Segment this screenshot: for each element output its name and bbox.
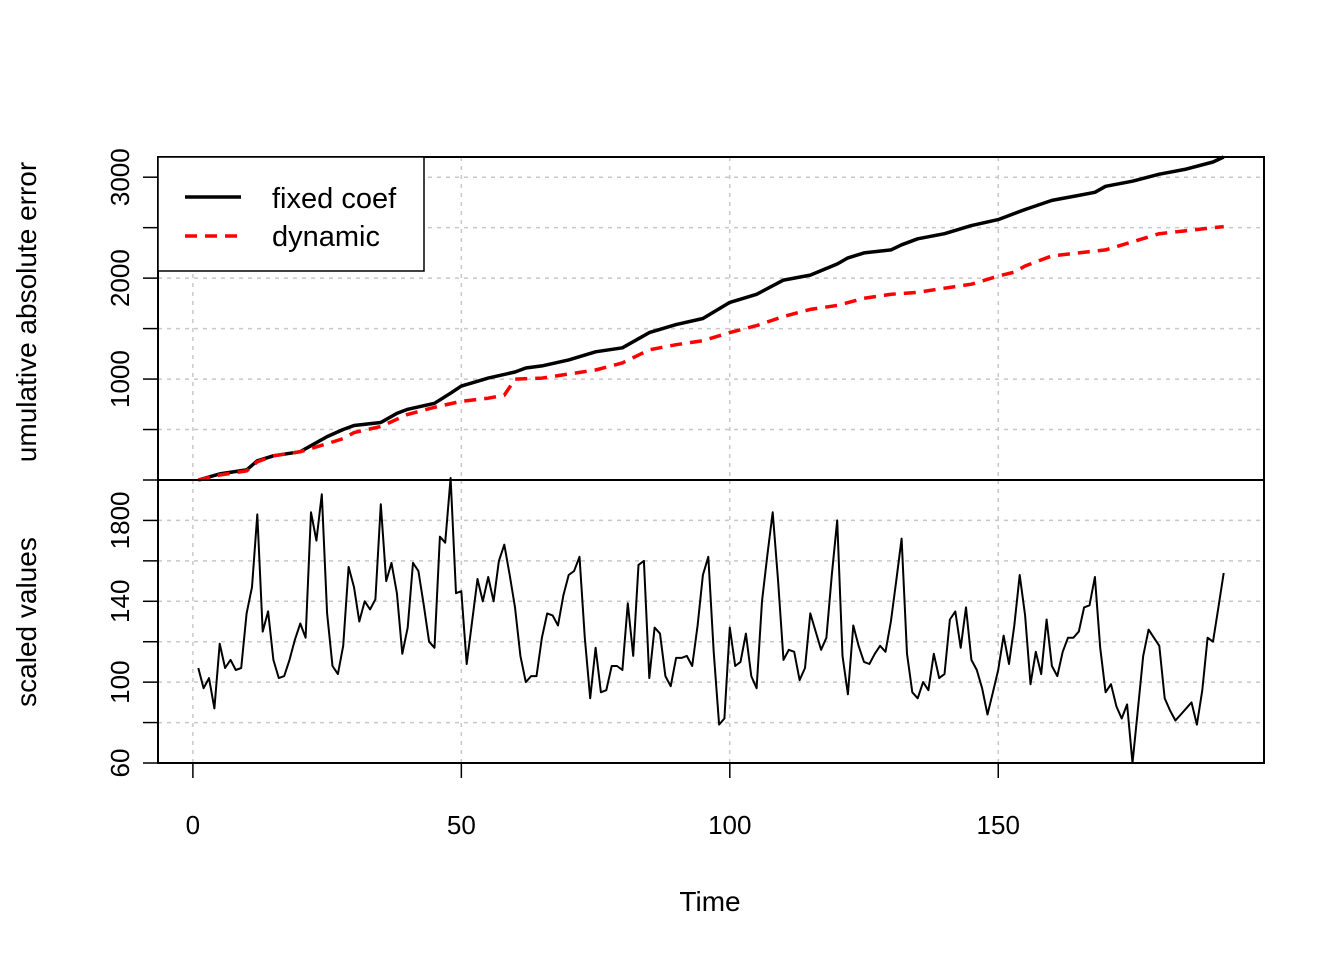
legend: fixed coef dynamic [157,156,425,272]
legend-box [157,156,425,272]
x-tick-label: 150 [977,810,1020,840]
bottom-y-tick-label: 60 [105,749,135,778]
series-line-scaled-values [197,477,1225,764]
top-y-axis-title: umulative absolute error [11,162,42,462]
bottom-panel-series [197,477,1225,764]
legend-label-fixed-coef: fixed coef [272,183,397,215]
bottom-y-tick-label: 140 [105,580,135,623]
bottom-y-tick-label: 100 [105,660,135,703]
top-y-tick-label: 2000 [105,249,135,307]
bottom-y-axis: 60 100 140 1800 [105,492,159,778]
bottom-y-tick-label: 1800 [105,492,135,550]
series-line-fixed-coef [197,155,1225,482]
top-y-axis: 1000 2000 3000 [105,148,159,481]
bottom-y-axis-title: scaled values [11,537,42,707]
x-axis-title: Time [679,886,740,917]
x-tick-label: 0 [186,810,200,840]
top-y-tick-label: 1000 [105,350,135,408]
x-tick-label: 50 [447,810,476,840]
series-line-dynamic [197,224,1224,482]
legend-label-dynamic: dynamic [272,221,380,253]
x-tick-label: 100 [708,810,751,840]
x-axis: 0 50 100 150 [186,763,1020,840]
top-y-tick-label: 3000 [105,148,135,206]
top-panel-series [197,155,1225,482]
